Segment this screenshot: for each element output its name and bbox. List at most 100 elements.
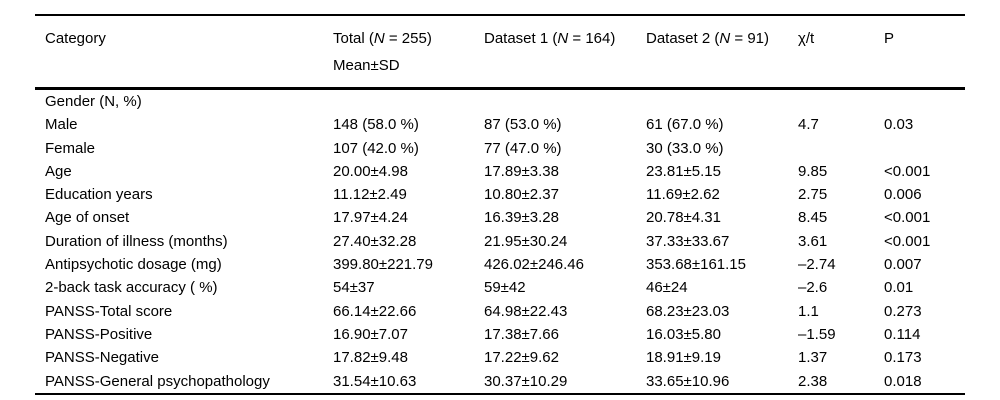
header-dataset2-label: Dataset 2 ( (646, 30, 720, 47)
cell-dataset2: 33.65±10.96 (646, 372, 730, 390)
cell-category: PANSS-Positive (45, 325, 153, 343)
cell-p: 0.007 (884, 256, 922, 274)
cell-category: Age (45, 162, 72, 180)
cell-dataset1: 64.98±22.43 (484, 302, 568, 320)
header-total-label: Total ( (333, 30, 374, 47)
cell-total: 11.12±2.49 (333, 186, 407, 204)
cell-dataset1: 87 (53.0 %) (484, 116, 562, 134)
header-row: Category Total (N = 255) Mean±SD Dataset… (35, 15, 965, 89)
cell-total: 20.00±4.98 (333, 162, 408, 180)
cell-dataset2: 46±24 (646, 279, 688, 297)
header-dataset2: Dataset 2 (N = 91) (646, 30, 769, 47)
cell-dataset2: 68.23±23.03 (646, 302, 730, 320)
cell-chi-t: 2.38 (798, 372, 828, 390)
table-row: PANSS-General psychopathology 31.54±10.63… (35, 370, 965, 394)
cell-dataset2: 30 (33.0 %) (646, 139, 724, 157)
cell-p: 0.01 (884, 279, 914, 297)
cell-dataset1: 59±42 (484, 279, 526, 297)
cell-chi-t: 9.85 (798, 162, 828, 180)
cell-total: 107 (42.0 %) (333, 139, 419, 157)
cell-dataset1: 21.95±30.24 (484, 232, 568, 250)
table-row: Duration of illness (months) 27.40±32.28 2… (35, 230, 965, 253)
header-dataset1: Dataset 1 (N = 164) (484, 30, 616, 47)
header-category: Category (35, 15, 333, 89)
cell-p: 0.018 (884, 372, 922, 390)
cell-chi-t: 1.37 (798, 349, 828, 367)
table-row: Female 107 (42.0 %) 77 (47.0 %) 30 (33.0 %) (35, 137, 965, 160)
cell-dataset1: 17.89±3.38 (484, 162, 559, 180)
cell-category: 2-back task accuracy ( %) (45, 279, 218, 297)
cell-dataset1 (484, 89, 646, 114)
cell-dataset2: 23.81±5.15 (646, 162, 721, 180)
table-header: Category Total (N = 255) Mean±SD Dataset… (35, 15, 965, 89)
cell-p: 0.006 (884, 186, 922, 204)
cell-total (333, 89, 484, 114)
cell-dataset2: 353.68±161.15 (646, 256, 746, 274)
cell-p: <0.001 (884, 232, 931, 250)
cell-category: Male (45, 116, 78, 134)
cell-total: 54±37 (333, 279, 375, 297)
table-row: Male 148 (58.0 %) 87 (53.0 %) 61 (67.0 %) 4.… (35, 113, 965, 136)
cell-chi-t: 8.45 (798, 209, 828, 227)
cell-chi-t: –2.74 (798, 256, 836, 274)
header-chi-t: χ/t (798, 15, 884, 89)
cell-total: 148 (58.0 %) (333, 116, 419, 134)
cell-dataset1: 426.02±246.46 (484, 256, 584, 274)
cell-category: Education years (45, 186, 153, 204)
cell-dataset2 (646, 89, 798, 114)
cell-chi-t: 2.75 (798, 186, 828, 204)
table-body: Gender (N, %) Male 148 (58.0 %) 87 (53.0 %)… (35, 89, 965, 394)
cell-chi-t: –2.6 (798, 279, 828, 297)
header-p: P (884, 15, 965, 89)
cell-category: PANSS-Negative (45, 349, 159, 367)
cell-dataset2: 11.69±2.62 (646, 186, 720, 204)
cell-p: 0.114 (884, 325, 921, 343)
header-total: Total (N = 255) Mean±SD (333, 15, 484, 89)
cell-dataset1: 30.37±10.29 (484, 372, 568, 390)
cell-total: 16.90±7.07 (333, 325, 408, 343)
cell-chi-t: 1.1 (798, 302, 819, 320)
cell-dataset1: 17.22±9.62 (484, 349, 559, 367)
cell-p (884, 89, 965, 114)
cell-chi-t (798, 137, 884, 160)
cell-total: 17.97±4.24 (333, 209, 408, 227)
cell-p: 0.273 (884, 302, 922, 320)
cell-category: PANSS-General psychopathology (45, 372, 270, 390)
header-dataset1-label: Dataset 1 ( (484, 30, 558, 47)
cell-chi-t (798, 89, 884, 114)
cell-total: 31.54±10.63 (333, 372, 417, 390)
cell-total: 399.80±221.79 (333, 256, 433, 274)
cell-chi-t: 4.7 (798, 116, 819, 134)
cell-chi-t: 3.61 (798, 232, 828, 250)
table-row: Gender (N, %) (35, 89, 965, 114)
cell-total: 27.40±32.28 (333, 232, 417, 250)
table-row: PANSS-Negative 17.82±9.48 17.22±9.62 18.91±… (35, 346, 965, 369)
cell-category: Age of onset (45, 209, 130, 227)
cell-category: PANSS-Total score (45, 302, 173, 320)
cell-category: Duration of illness (months) (45, 232, 228, 250)
header-chi-t-label: χ/t (798, 30, 815, 47)
table-row: Age 20.00±4.98 17.89±3.38 23.81±5.15 9.85 <0.… (35, 160, 965, 183)
table-row: Education years 11.12±2.49 10.80±2.37 11.69… (35, 183, 965, 206)
cell-p: <0.001 (884, 209, 931, 227)
cell-category: Gender (N, %) (45, 93, 142, 110)
cell-total: 66.14±22.66 (333, 302, 417, 320)
cell-p (884, 137, 965, 160)
cell-dataset2: 61 (67.0 %) (646, 116, 724, 134)
cell-dataset2: 37.33±33.67 (646, 232, 730, 250)
cell-dataset2: 20.78±4.31 (646, 209, 721, 227)
cell-dataset1: 10.80±2.37 (484, 186, 559, 204)
table-row: PANSS-Positive 16.90±7.07 17.38±7.66 16.03±… (35, 323, 965, 346)
cell-dataset2: 18.91±9.19 (646, 349, 721, 367)
cell-dataset2: 16.03±5.80 (646, 325, 721, 343)
cell-p: 0.03 (884, 116, 914, 134)
header-category-label: Category (45, 30, 106, 47)
header-p-label: P (884, 30, 895, 47)
sample-characteristics-table: Category Total (N = 255) Mean±SD Dataset… (35, 14, 965, 395)
table-row: Antipsychotic dosage (mg) 399.80±221.79 42… (35, 253, 965, 276)
cell-dataset1: 77 (47.0 %) (484, 139, 562, 157)
cell-p: 0.173 (884, 349, 922, 367)
cell-chi-t: –1.59 (798, 325, 836, 343)
cell-category: Antipsychotic dosage (mg) (45, 256, 222, 274)
